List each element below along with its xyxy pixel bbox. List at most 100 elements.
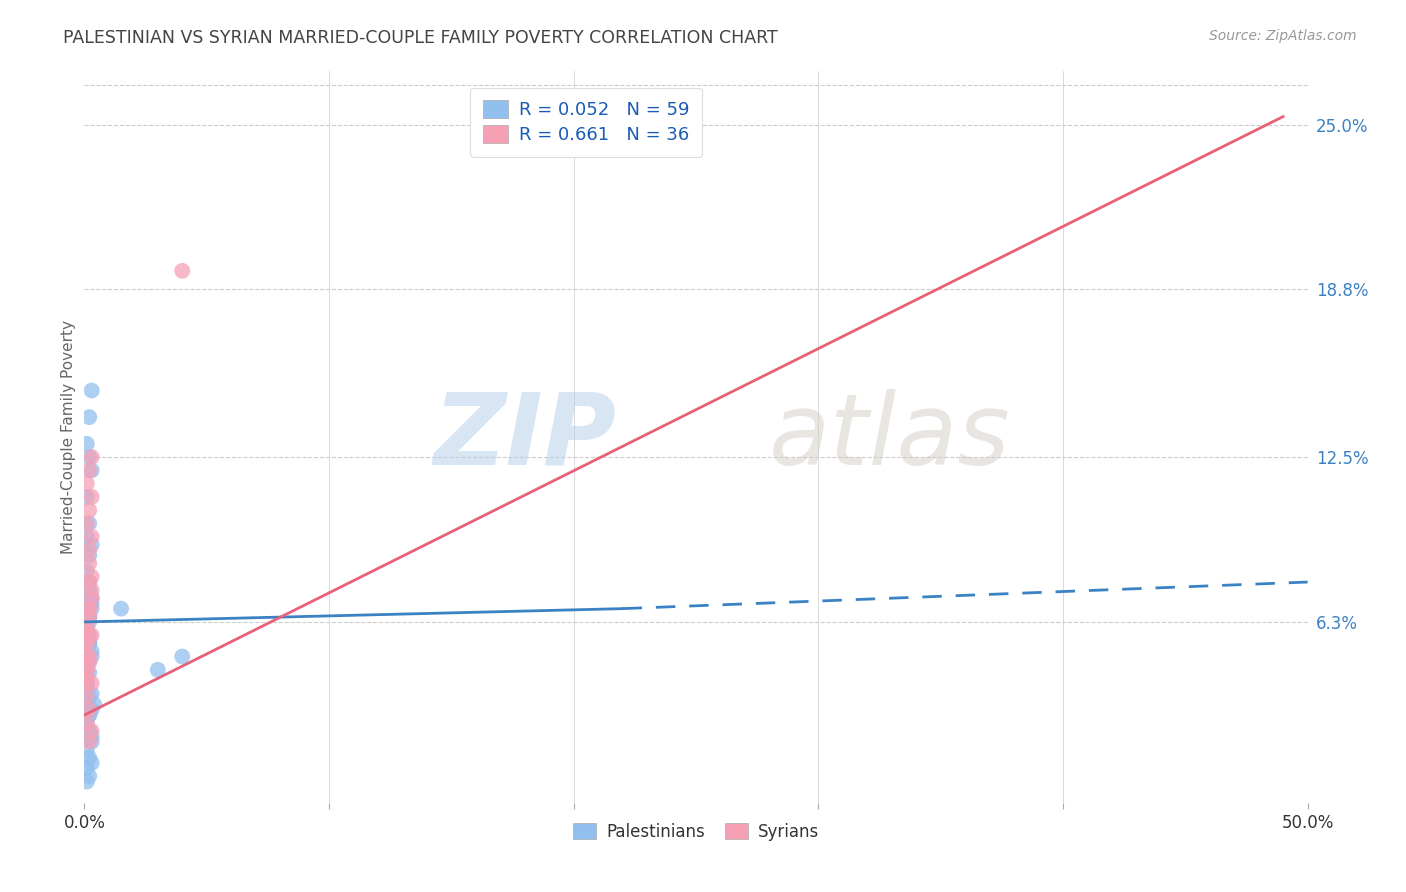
Point <box>77 582 100 597</box>
Point <box>77 601 100 615</box>
Point <box>80 530 103 544</box>
Point <box>77 633 100 648</box>
Text: atlas: atlas <box>769 389 1011 485</box>
Point <box>172 649 194 664</box>
Point <box>76 596 98 610</box>
Point <box>76 623 98 637</box>
Point <box>83 698 105 712</box>
Point <box>76 663 98 677</box>
Point <box>76 681 98 696</box>
Point <box>77 549 100 563</box>
Point <box>77 628 100 642</box>
Point <box>77 628 100 642</box>
Point <box>80 463 103 477</box>
Point <box>76 565 98 579</box>
Point <box>77 516 100 531</box>
Legend: Palestinians, Syrians: Palestinians, Syrians <box>564 814 828 849</box>
Point <box>76 617 98 632</box>
Point <box>77 609 100 624</box>
Point <box>77 636 100 650</box>
Point <box>76 663 98 677</box>
Point <box>76 490 98 504</box>
Point <box>77 575 100 590</box>
Point <box>80 450 103 464</box>
Point <box>110 601 132 615</box>
Point <box>76 623 98 637</box>
Point <box>80 601 103 615</box>
Point <box>77 503 100 517</box>
Point <box>77 649 100 664</box>
Point <box>76 698 98 712</box>
Point <box>76 623 98 637</box>
Point <box>77 575 100 590</box>
Point <box>76 742 98 756</box>
Point <box>76 649 98 664</box>
Point <box>76 436 98 450</box>
Point <box>77 655 100 669</box>
Point <box>77 543 100 558</box>
Point <box>77 723 100 738</box>
Point <box>76 476 98 491</box>
Point <box>172 264 194 278</box>
Point <box>77 463 100 477</box>
Point <box>76 644 98 658</box>
Point <box>76 690 98 704</box>
Point <box>76 676 98 690</box>
Point <box>80 687 103 701</box>
Point <box>76 671 98 685</box>
Point <box>76 676 98 690</box>
Text: Source: ZipAtlas.com: Source: ZipAtlas.com <box>1209 29 1357 43</box>
Point <box>80 756 103 770</box>
Point <box>146 663 169 677</box>
Point <box>80 591 103 605</box>
Point <box>76 628 98 642</box>
Point <box>80 644 103 658</box>
Point <box>80 676 103 690</box>
Point <box>77 450 100 464</box>
Point <box>76 663 98 677</box>
Point <box>77 703 100 717</box>
Point <box>77 708 100 723</box>
Point <box>77 410 100 425</box>
Point <box>76 655 98 669</box>
Point <box>80 582 103 597</box>
Point <box>80 490 103 504</box>
Point <box>80 649 103 664</box>
Point <box>76 516 98 531</box>
Point <box>76 761 98 775</box>
Point <box>80 729 103 743</box>
Point <box>80 384 103 398</box>
Point <box>76 716 98 731</box>
Point <box>77 665 100 680</box>
Point <box>76 671 98 685</box>
Point <box>77 601 100 615</box>
Point <box>77 690 100 704</box>
Point <box>77 734 100 748</box>
Point <box>76 636 98 650</box>
Text: PALESTINIAN VS SYRIAN MARRIED-COUPLE FAMILY POVERTY CORRELATION CHART: PALESTINIAN VS SYRIAN MARRIED-COUPLE FAM… <box>63 29 778 46</box>
Point <box>80 734 103 748</box>
Point <box>76 530 98 544</box>
Point <box>80 538 103 552</box>
Point <box>77 708 100 723</box>
Point <box>80 570 103 584</box>
Point <box>77 636 100 650</box>
Point <box>76 716 98 731</box>
Point <box>80 703 103 717</box>
Point <box>77 615 100 629</box>
Point <box>77 609 100 624</box>
Point <box>80 628 103 642</box>
Y-axis label: Married-Couple Family Poverty: Married-Couple Family Poverty <box>60 320 76 554</box>
Point <box>77 769 100 783</box>
Point <box>77 655 100 669</box>
Point <box>76 676 98 690</box>
Point <box>76 636 98 650</box>
Point <box>77 750 100 764</box>
Text: ZIP: ZIP <box>433 389 616 485</box>
Point <box>80 723 103 738</box>
Point <box>77 557 100 571</box>
Point <box>77 609 100 624</box>
Point <box>80 596 103 610</box>
Point <box>80 591 103 605</box>
Point <box>76 617 98 632</box>
